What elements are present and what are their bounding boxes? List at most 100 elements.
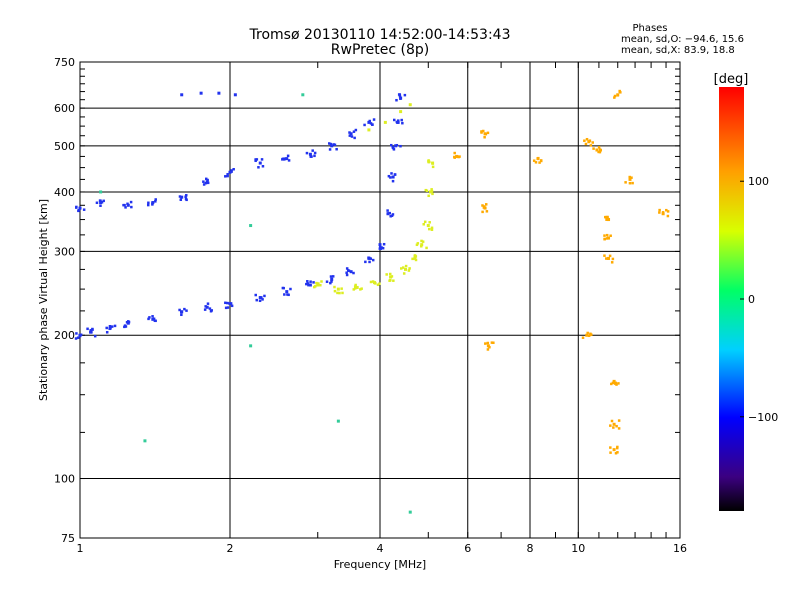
data-point <box>378 243 382 247</box>
data-point <box>105 331 109 334</box>
data-point <box>330 277 333 281</box>
data-point <box>618 89 621 93</box>
data-point <box>285 157 289 161</box>
data-point <box>391 213 395 216</box>
data-point <box>102 199 105 203</box>
data-point <box>305 282 308 286</box>
data-point <box>617 382 620 385</box>
data-point <box>306 280 309 283</box>
data-point <box>224 301 227 305</box>
data-point <box>392 148 396 151</box>
data-point <box>430 226 434 230</box>
data-point <box>349 270 353 274</box>
data-point <box>392 279 395 282</box>
data-point <box>631 181 634 185</box>
data-point <box>89 329 93 332</box>
data-point <box>305 151 309 155</box>
data-point <box>369 257 373 260</box>
data-point <box>316 283 320 287</box>
data-point <box>333 289 337 293</box>
data-point <box>287 159 291 162</box>
data-point <box>143 439 147 443</box>
data-point <box>75 206 78 209</box>
data-point <box>396 121 399 124</box>
data-point <box>408 103 412 107</box>
x-tick-label: 2 <box>227 542 234 555</box>
data-point <box>486 348 490 351</box>
data-point <box>330 144 334 148</box>
data-point <box>420 239 423 243</box>
data-point <box>183 307 186 311</box>
data-point <box>457 155 460 159</box>
y-tick-label: 300 <box>54 245 75 258</box>
data-point <box>331 275 335 278</box>
data-point <box>665 208 668 212</box>
data-point <box>387 174 391 178</box>
data-point <box>333 143 337 147</box>
data-point <box>363 123 366 127</box>
data-point <box>249 224 253 228</box>
data-point <box>329 275 333 278</box>
data-point <box>319 283 322 287</box>
y-tick-label: 750 <box>54 56 75 69</box>
data-point <box>281 158 284 161</box>
x-axis-label: Frequency [MHz] <box>334 558 426 571</box>
data-point <box>617 419 621 422</box>
data-point <box>74 337 78 340</box>
x-tick-label: 8 <box>527 542 534 555</box>
data-point <box>348 134 352 137</box>
data-point <box>310 155 313 158</box>
data-point <box>147 317 150 321</box>
data-point <box>359 288 362 291</box>
data-point <box>340 287 343 290</box>
data-point <box>537 156 540 160</box>
data-point <box>308 283 312 287</box>
data-point <box>314 285 317 288</box>
data-point <box>336 419 340 423</box>
data-point <box>352 271 355 275</box>
data-point <box>230 304 234 308</box>
data-point <box>597 150 600 154</box>
data-point <box>354 128 358 132</box>
data-point <box>260 158 264 161</box>
data-point <box>415 243 419 247</box>
data-point <box>427 227 431 231</box>
data-point <box>226 174 229 178</box>
data-point <box>613 94 617 98</box>
data-point <box>428 221 431 224</box>
data-point <box>658 211 661 214</box>
data-point <box>281 286 285 290</box>
data-point <box>146 203 150 207</box>
data-point <box>369 280 373 284</box>
data-point <box>130 205 133 209</box>
data-point <box>325 280 329 283</box>
data-point <box>178 195 182 198</box>
data-point <box>615 383 618 386</box>
data-point <box>180 93 184 97</box>
data-point <box>93 334 97 338</box>
data-point <box>615 424 618 428</box>
data-point <box>338 291 341 295</box>
data-point <box>610 261 614 264</box>
y-axis-ticks: 75 100 200 300 400 500 600 750 <box>54 56 680 545</box>
data-point <box>616 94 619 97</box>
data-point <box>605 218 608 221</box>
chart-subtitle: RwPretec (8p) <box>331 42 429 58</box>
data-point <box>346 269 350 272</box>
data-point <box>373 281 377 285</box>
data-point <box>376 283 380 287</box>
data-point <box>317 282 320 285</box>
x-tick-label: 16 <box>673 542 687 555</box>
data-point <box>586 331 589 335</box>
data-point <box>224 175 227 178</box>
data-point <box>416 242 420 245</box>
data-point <box>86 327 89 331</box>
data-point <box>99 204 102 207</box>
data-point <box>126 202 129 206</box>
chart-title: Tromsø 20130110 14:52:00-14:53:43 <box>249 27 511 43</box>
data-point <box>185 309 188 312</box>
data-point <box>100 201 104 204</box>
data-point <box>154 198 157 201</box>
data-point <box>180 195 184 199</box>
data-point <box>386 209 389 212</box>
